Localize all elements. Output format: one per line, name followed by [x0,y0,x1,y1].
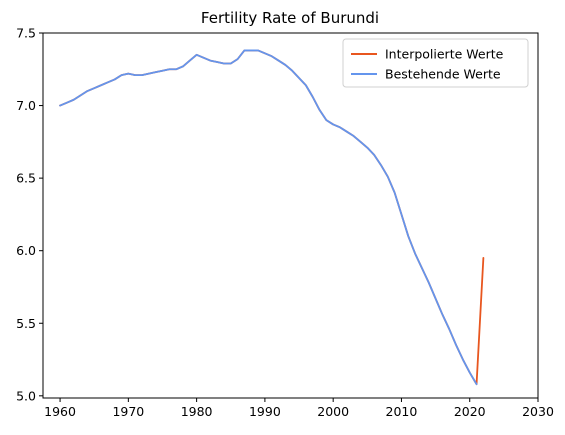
chart-title: Fertility Rate of Burundi [201,9,379,27]
x-tick-label: 2030 [522,404,554,419]
y-tick-label: 6.5 [16,171,36,186]
legend-label: Interpolierte Werte [385,47,504,62]
y-tick-label: 7.5 [16,26,36,41]
x-tick-label: 2010 [386,404,418,419]
legend-label: Bestehende Werte [385,67,501,82]
x-tick-label: 2000 [317,404,349,419]
x-tick-label: 1960 [44,404,76,419]
legend: Interpolierte Werte Bestehende Werte [343,39,528,87]
x-tick-label: 1970 [112,404,144,419]
y-tick-label: 5.0 [16,388,36,403]
x-tick-label: 2020 [454,404,486,419]
x-tick-label: 1980 [181,404,213,419]
plot-area [43,33,538,398]
y-tick-label: 7.0 [16,98,36,113]
y-tick-label: 6.0 [16,243,36,258]
y-tick-label: 5.5 [16,316,36,331]
x-tick-label: 1990 [249,404,281,419]
